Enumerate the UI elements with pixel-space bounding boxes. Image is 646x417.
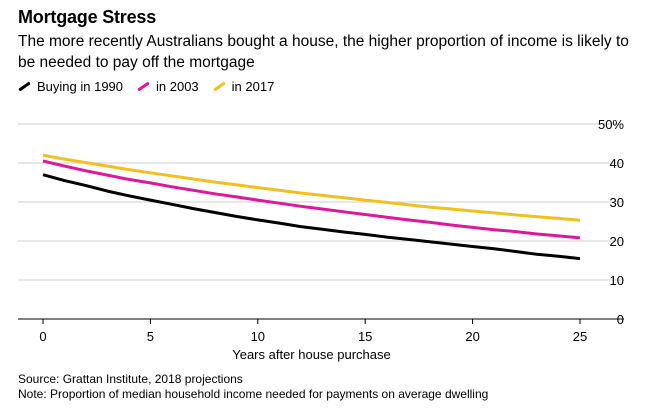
legend-label-1990: Buying in 1990 (37, 79, 124, 94)
footnote: Note: Proportion of median household inc… (18, 387, 489, 401)
y-tick-label-10: 10 (610, 273, 624, 288)
y-tick-label-20: 20 (610, 234, 624, 249)
legend-label-2003: in 2003 (156, 79, 199, 94)
x-tick-label-0: 0 (39, 329, 46, 344)
series-lines (42, 153, 581, 261)
series-line-buying-in-1990 (42, 173, 581, 261)
series-line-in-2017 (42, 153, 581, 222)
series-line-in-2003 (42, 159, 581, 240)
y-tick-label-40: 40 (610, 156, 624, 171)
x-axis-label: Years after house purchase (232, 347, 391, 362)
y-tick-label-50: 50% (598, 117, 624, 132)
x-tick-label-5: 5 (147, 329, 154, 344)
x-tick-label-20: 20 (465, 329, 479, 344)
legend-item-2003: in 2003 (137, 79, 199, 94)
y-tick-label-30: 30 (610, 195, 624, 210)
x-tick-label-25: 25 (573, 329, 587, 344)
source-note: Source: Grattan Institute, 2018 projecti… (18, 372, 243, 386)
x-tick-label-15: 15 (358, 329, 372, 344)
gridlines (18, 123, 624, 281)
chart-title: Mortgage Stress (18, 7, 157, 27)
chart-subtitle: The more recently Australians bought a h… (18, 33, 629, 71)
legend-item-2017: in 2017 (212, 79, 275, 94)
x-tick-label-10: 10 (251, 329, 265, 344)
legend: Buying in 1990 in 2003 in 2017 (18, 79, 288, 94)
legend-item-1990: Buying in 1990 (18, 79, 123, 94)
legend-label-2017: in 2017 (231, 79, 275, 94)
